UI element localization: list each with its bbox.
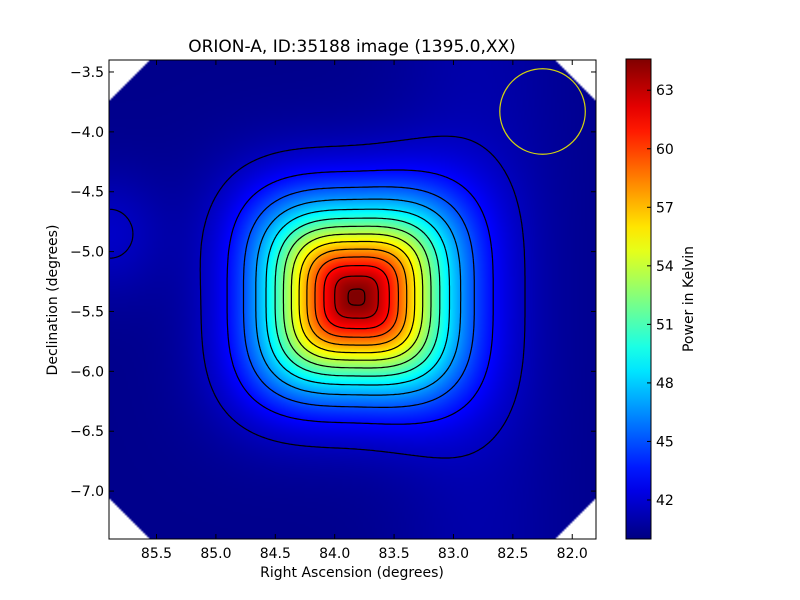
y-tick-label: −5.5 xyxy=(70,304,104,320)
x-tick-label: 84.5 xyxy=(260,546,291,562)
colorbar-tick-label: 51 xyxy=(656,317,674,333)
x-tick-label: 84.0 xyxy=(319,546,350,562)
colorbar: 42 45 48 51 54 57 60 63 Power in Kelvin xyxy=(625,58,697,540)
x-tick-label: 85.5 xyxy=(141,546,172,562)
colorbar-tick-label: 60 xyxy=(656,142,674,158)
colorbar-tick-label: 54 xyxy=(656,259,674,275)
y-tick-label: −6.5 xyxy=(70,424,104,440)
contour-level-12 xyxy=(323,265,390,330)
colorbar-tick-label: 45 xyxy=(656,434,674,450)
intensity-map xyxy=(109,60,596,539)
y-tick-label: −4.0 xyxy=(70,125,104,141)
contour-level-13 xyxy=(334,275,379,319)
x-tick-label: 85.0 xyxy=(200,546,231,562)
contour-level-10 xyxy=(306,248,408,346)
x-tick-label: 82.0 xyxy=(557,546,588,562)
colorbar-label: Power in Kelvin xyxy=(681,246,697,352)
x-axis: 85.5 85.0 84.5 84.0 83.5 83.0 82.5 82.0 xyxy=(141,60,588,562)
chart-title: ORION-A, ID:35188 image (1395.0,XX) xyxy=(188,37,516,57)
x-tick-label: 83.0 xyxy=(438,546,469,562)
contour-level-8 xyxy=(290,233,424,361)
contour-level-5 xyxy=(265,208,451,386)
beam-circle xyxy=(499,68,586,155)
contour-level-3 xyxy=(242,186,475,408)
y-tick-label: −4.5 xyxy=(70,185,104,201)
plot-area xyxy=(108,59,597,540)
contour-level-11 xyxy=(314,256,399,338)
contour-level-4 xyxy=(255,198,462,396)
y-tick-label: −7.0 xyxy=(70,484,104,500)
y-tick-label: −6.0 xyxy=(70,364,104,380)
contour-level-2 xyxy=(226,169,494,425)
contour-level-14 xyxy=(347,288,366,306)
colorbar-tick-label: 48 xyxy=(656,376,674,392)
contour-level-9 xyxy=(298,240,416,354)
contour-level-6 xyxy=(274,217,441,377)
plot-frame xyxy=(108,59,597,540)
colorbar-ticks: 42 45 48 51 54 57 60 63 xyxy=(647,83,674,509)
colorbar-tick-label: 63 xyxy=(656,83,674,99)
x-tick-label: 82.5 xyxy=(497,546,528,562)
x-axis-label: Right Ascension (degrees) xyxy=(260,565,444,581)
y-tick-label: −5.0 xyxy=(70,245,104,261)
colorbar-tick-label: 42 xyxy=(656,493,674,509)
colorbar-frame xyxy=(625,58,652,540)
colorbar-gradient xyxy=(626,59,651,539)
y-axis-label: Declination (degrees) xyxy=(45,225,61,376)
y-axis: −3.5 −4.0 −4.5 −5.0 −5.5 −6.0 −6.5 −7.0 xyxy=(70,65,596,500)
x-tick-label: 83.5 xyxy=(378,546,409,562)
contour-level-1 xyxy=(109,135,526,459)
contour-level-7 xyxy=(282,225,432,369)
colorbar-tick-label: 57 xyxy=(656,200,674,216)
contour-lines xyxy=(109,135,526,459)
y-tick-label: −3.5 xyxy=(70,65,104,81)
